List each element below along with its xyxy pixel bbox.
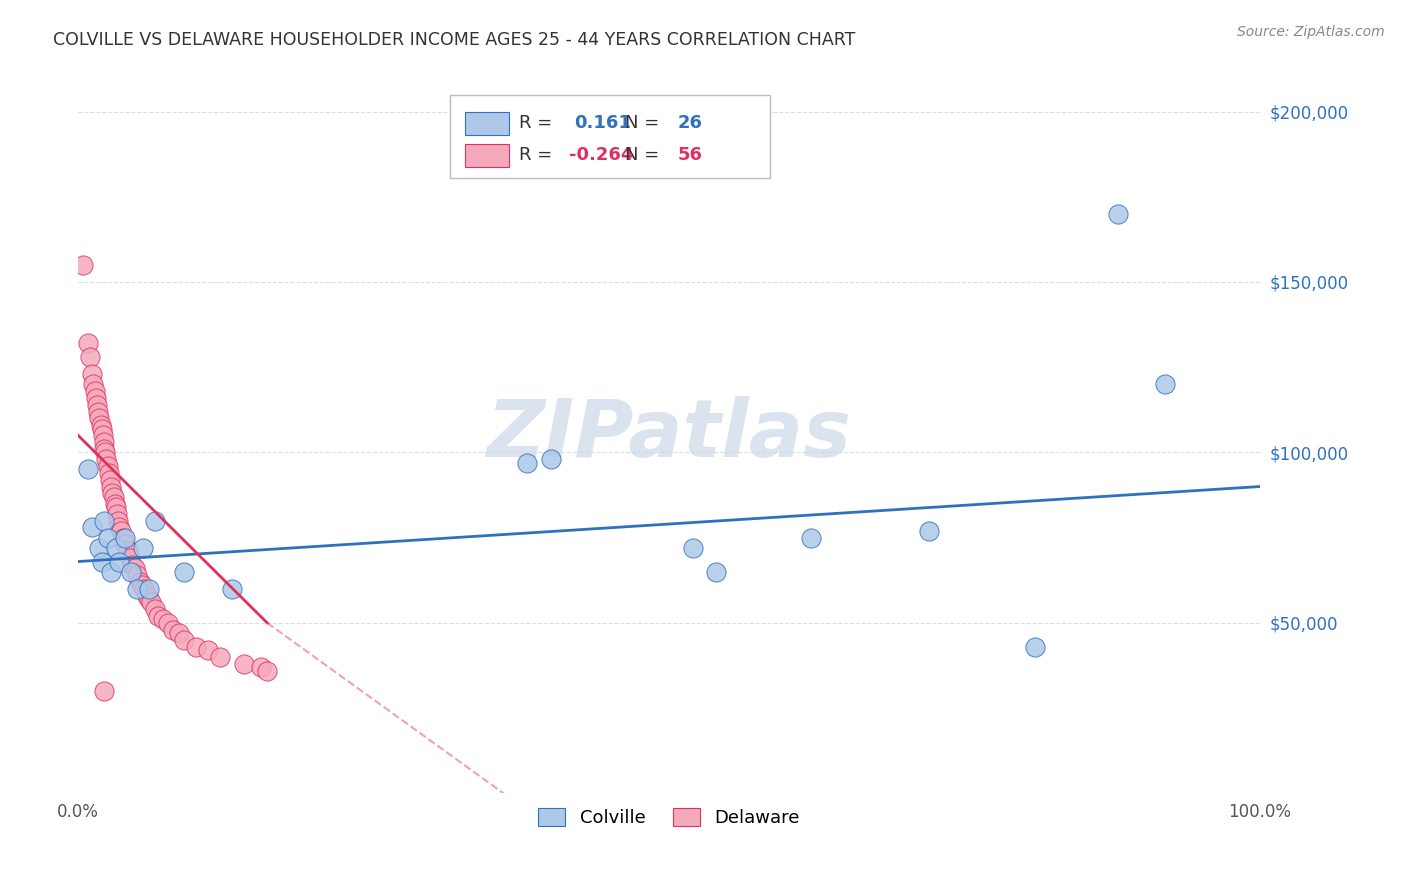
Point (104, 541, 127, 555)
Point (114, 537, 136, 551)
Point (173, 632, 195, 647)
Point (82, 520, 104, 534)
Legend: Colville, Delaware: Colville, Delaware (531, 801, 807, 834)
Point (91, 428, 114, 442)
Point (138, 592, 160, 607)
Bar (464, 144, 509, 167)
Point (82, 367, 104, 381)
Point (93, 435, 115, 450)
Point (84, 391, 107, 405)
Point (90, 421, 112, 435)
Point (76, 462, 98, 476)
Point (104, 497, 127, 511)
Point (90, 555, 112, 569)
Point (124, 561, 146, 575)
Point (94, 445, 117, 459)
Point (114, 531, 136, 545)
Point (87, 404, 110, 418)
Point (108, 520, 131, 534)
Point (93, 514, 115, 528)
Text: Source: ZipAtlas.com: Source: ZipAtlas.com (1237, 25, 1385, 39)
Point (134, 582, 156, 596)
Point (93, 684, 115, 698)
Point (110, 524, 132, 538)
Text: 26: 26 (678, 114, 703, 132)
Point (131, 578, 153, 592)
Point (82, 377, 104, 392)
Text: -0.264: -0.264 (568, 146, 633, 164)
Point (221, 582, 243, 596)
Point (167, 626, 190, 640)
Point (72, 258, 94, 272)
Point (186, 640, 208, 654)
Point (97, 531, 120, 545)
Point (76, 336, 98, 351)
Point (1154, 377, 1177, 392)
Point (173, 565, 195, 579)
Point (96, 452, 118, 467)
Point (208, 650, 231, 665)
Point (101, 486, 124, 500)
Point (100, 565, 122, 579)
Point (103, 490, 125, 504)
FancyBboxPatch shape (450, 95, 769, 178)
Point (120, 565, 142, 579)
Bar (464, 112, 509, 135)
Point (704, 565, 727, 579)
Text: N =: N = (626, 114, 659, 132)
Point (127, 568, 149, 582)
Point (1024, 640, 1046, 654)
Point (800, 531, 823, 545)
Point (98, 473, 121, 487)
Point (143, 514, 166, 528)
Point (107, 514, 129, 528)
Point (117, 544, 139, 558)
Point (135, 589, 157, 603)
Text: R =: R = (519, 114, 553, 132)
Text: ZIPatlas: ZIPatlas (486, 396, 852, 475)
Point (682, 541, 704, 555)
Point (112, 531, 135, 545)
Point (148, 609, 170, 624)
Point (138, 582, 160, 596)
Point (86, 398, 108, 412)
Point (104, 500, 127, 514)
Point (89, 411, 111, 425)
Point (90, 418, 112, 433)
Point (93, 442, 115, 456)
Text: R =: R = (519, 146, 553, 164)
Point (197, 643, 219, 657)
Point (83, 384, 105, 398)
Point (141, 595, 163, 609)
Point (1107, 207, 1129, 221)
Point (250, 660, 273, 674)
Point (156, 615, 179, 630)
Point (132, 541, 155, 555)
Text: 0.161: 0.161 (575, 114, 631, 132)
Point (105, 507, 128, 521)
Point (152, 612, 174, 626)
Point (143, 602, 166, 616)
Point (108, 555, 131, 569)
Point (89, 541, 111, 555)
Point (232, 657, 254, 671)
Point (256, 664, 278, 678)
Point (128, 574, 150, 589)
Point (120, 551, 142, 566)
Point (918, 524, 941, 538)
Text: COLVILLE VS DELAWARE HOUSEHOLDER INCOME AGES 25 - 44 YEARS CORRELATION CHART: COLVILLE VS DELAWARE HOUSEHOLDER INCOME … (53, 31, 856, 49)
Point (516, 456, 538, 470)
Point (97, 466, 120, 480)
Point (100, 479, 122, 493)
Text: N =: N = (626, 146, 659, 164)
Point (127, 582, 149, 596)
Text: 56: 56 (678, 146, 703, 164)
Point (79, 350, 101, 364)
Point (162, 623, 184, 637)
Point (121, 558, 143, 572)
Point (540, 452, 562, 467)
Point (97, 459, 120, 474)
